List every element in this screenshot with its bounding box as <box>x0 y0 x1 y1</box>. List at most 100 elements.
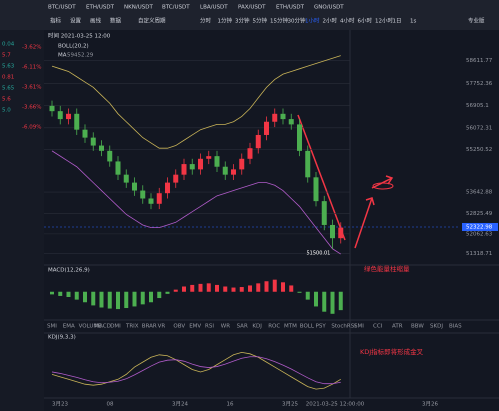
indicator[interactable]: RSI <box>205 324 214 330</box>
macd-bar <box>58 291 63 296</box>
indicator[interactable]: SAR <box>237 324 248 330</box>
macd-bar <box>165 291 170 294</box>
custom-period[interactable]: 自定义周期 <box>138 17 166 25</box>
side-change: -3.66% <box>22 105 41 111</box>
indicator[interactable]: CCI <box>373 324 383 330</box>
macd-bar <box>206 283 211 292</box>
indicator[interactable]: MACD <box>94 324 111 330</box>
x-tick-label: 16 <box>227 402 234 408</box>
candle-body <box>231 169 236 175</box>
indicator[interactable]: BRAR <box>142 324 157 330</box>
side-price: 5.0 <box>2 108 11 114</box>
indicator[interactable]: BOLL <box>300 324 315 330</box>
tab[interactable]: NKN/USDT <box>124 5 153 11</box>
macd-bar <box>91 291 96 306</box>
candle-body <box>305 150 311 178</box>
indicator[interactable]: VR <box>158 324 166 330</box>
candle-body <box>239 158 245 170</box>
x-tick-label: 08 <box>107 402 114 408</box>
period[interactable]: 分时 <box>200 17 212 25</box>
candle-body <box>132 182 137 191</box>
indicator[interactable]: ATR <box>392 324 403 330</box>
period[interactable]: 1小时 <box>305 17 320 25</box>
indicator[interactable]: SMI <box>354 324 364 330</box>
period[interactable]: 1s <box>410 19 416 25</box>
macd-bar <box>305 291 310 300</box>
top-bar <box>0 0 499 30</box>
period[interactable]: 12小时 <box>375 17 393 25</box>
indicator[interactable]: WR <box>221 324 230 330</box>
indicator[interactable]: BBW <box>411 324 424 330</box>
macd-bar <box>190 284 195 292</box>
indicator[interactable]: StochRSI <box>331 324 356 330</box>
macd-bar <box>256 283 261 292</box>
candle-body <box>247 148 253 159</box>
indicator[interactable]: SKDJ <box>430 324 443 330</box>
period[interactable]: 5分钟 <box>253 17 268 25</box>
macd-bar <box>157 291 162 299</box>
tool[interactable]: 设置 <box>70 17 82 25</box>
side-price: 0.81 <box>2 75 14 81</box>
candle-body <box>66 113 71 120</box>
tab[interactable]: GNO/USDT <box>314 5 344 11</box>
indicator[interactable]: ROC <box>268 324 280 330</box>
macd-bar <box>272 279 277 292</box>
candle-body <box>255 134 261 149</box>
macd-bar <box>231 287 236 292</box>
time-label: 时间 2021-03-25 12:00 <box>48 32 111 40</box>
candle-body <box>189 164 195 170</box>
period[interactable]: 4小时 <box>340 17 355 25</box>
tab[interactable]: BTC/USDT <box>162 5 190 11</box>
candle-body <box>222 166 228 175</box>
macd-bar <box>140 291 145 305</box>
tool[interactable]: 画线 <box>90 17 102 25</box>
candle-body <box>115 161 121 175</box>
period[interactable]: 6小时 <box>358 17 373 25</box>
tab[interactable]: LBA/USDT <box>200 5 228 11</box>
candle-body <box>140 190 146 199</box>
arrow <box>354 197 375 249</box>
side-price: 5.6 <box>2 97 11 103</box>
indicator[interactable]: BIAS <box>449 324 462 330</box>
sidebar <box>0 30 44 411</box>
period[interactable]: 3分钟 <box>235 17 250 25</box>
trend-line <box>297 114 346 241</box>
period[interactable]: 1日 <box>393 18 402 25</box>
candle-body <box>165 182 170 194</box>
indicator[interactable]: OBV <box>173 324 185 330</box>
macd-bar <box>289 285 294 292</box>
tab[interactable]: BTC/USDT <box>48 5 76 11</box>
indicator[interactable]: TRIX <box>125 324 139 330</box>
side-price: 5.65 <box>2 86 15 92</box>
side-price: 5.7 <box>2 53 11 59</box>
tool[interactable]: 数据 <box>110 17 122 25</box>
side-change: -6.11% <box>22 65 41 71</box>
candle-body <box>313 177 319 202</box>
macd-bar <box>124 291 129 309</box>
indicator[interactable]: EMV <box>189 324 201 330</box>
indicator[interactable]: PSY <box>316 324 327 330</box>
period[interactable]: 30分钟 <box>288 17 306 25</box>
tab[interactable]: ETH/USDT <box>86 5 115 11</box>
indicator[interactable]: SMI <box>47 324 57 330</box>
y-tick-label: 55250.52 <box>466 147 492 153</box>
indicator[interactable]: DMI <box>110 324 121 330</box>
indicator[interactable]: KDJ <box>252 324 262 330</box>
tool[interactable]: 指标 <box>50 17 62 25</box>
indicator[interactable]: VOLUME <box>79 324 103 330</box>
indicator[interactable]: MTM <box>284 324 297 330</box>
ma-value: 59452.29 <box>67 53 94 59</box>
macd-bar <box>99 291 104 308</box>
pro-button[interactable]: 专业版 <box>468 17 485 25</box>
macd-bar <box>149 291 153 303</box>
y-tick-label: 57752.36 <box>466 81 493 87</box>
period[interactable]: 2小时 <box>323 17 338 25</box>
candle-body <box>82 129 88 138</box>
period[interactable]: 1分钟 <box>218 17 233 25</box>
period[interactable]: 15分钟 <box>270 17 288 25</box>
tab[interactable]: ETH/USDT <box>276 5 305 11</box>
indicator[interactable]: EMA <box>63 324 75 330</box>
tab[interactable]: PAX/USDT <box>238 5 266 11</box>
